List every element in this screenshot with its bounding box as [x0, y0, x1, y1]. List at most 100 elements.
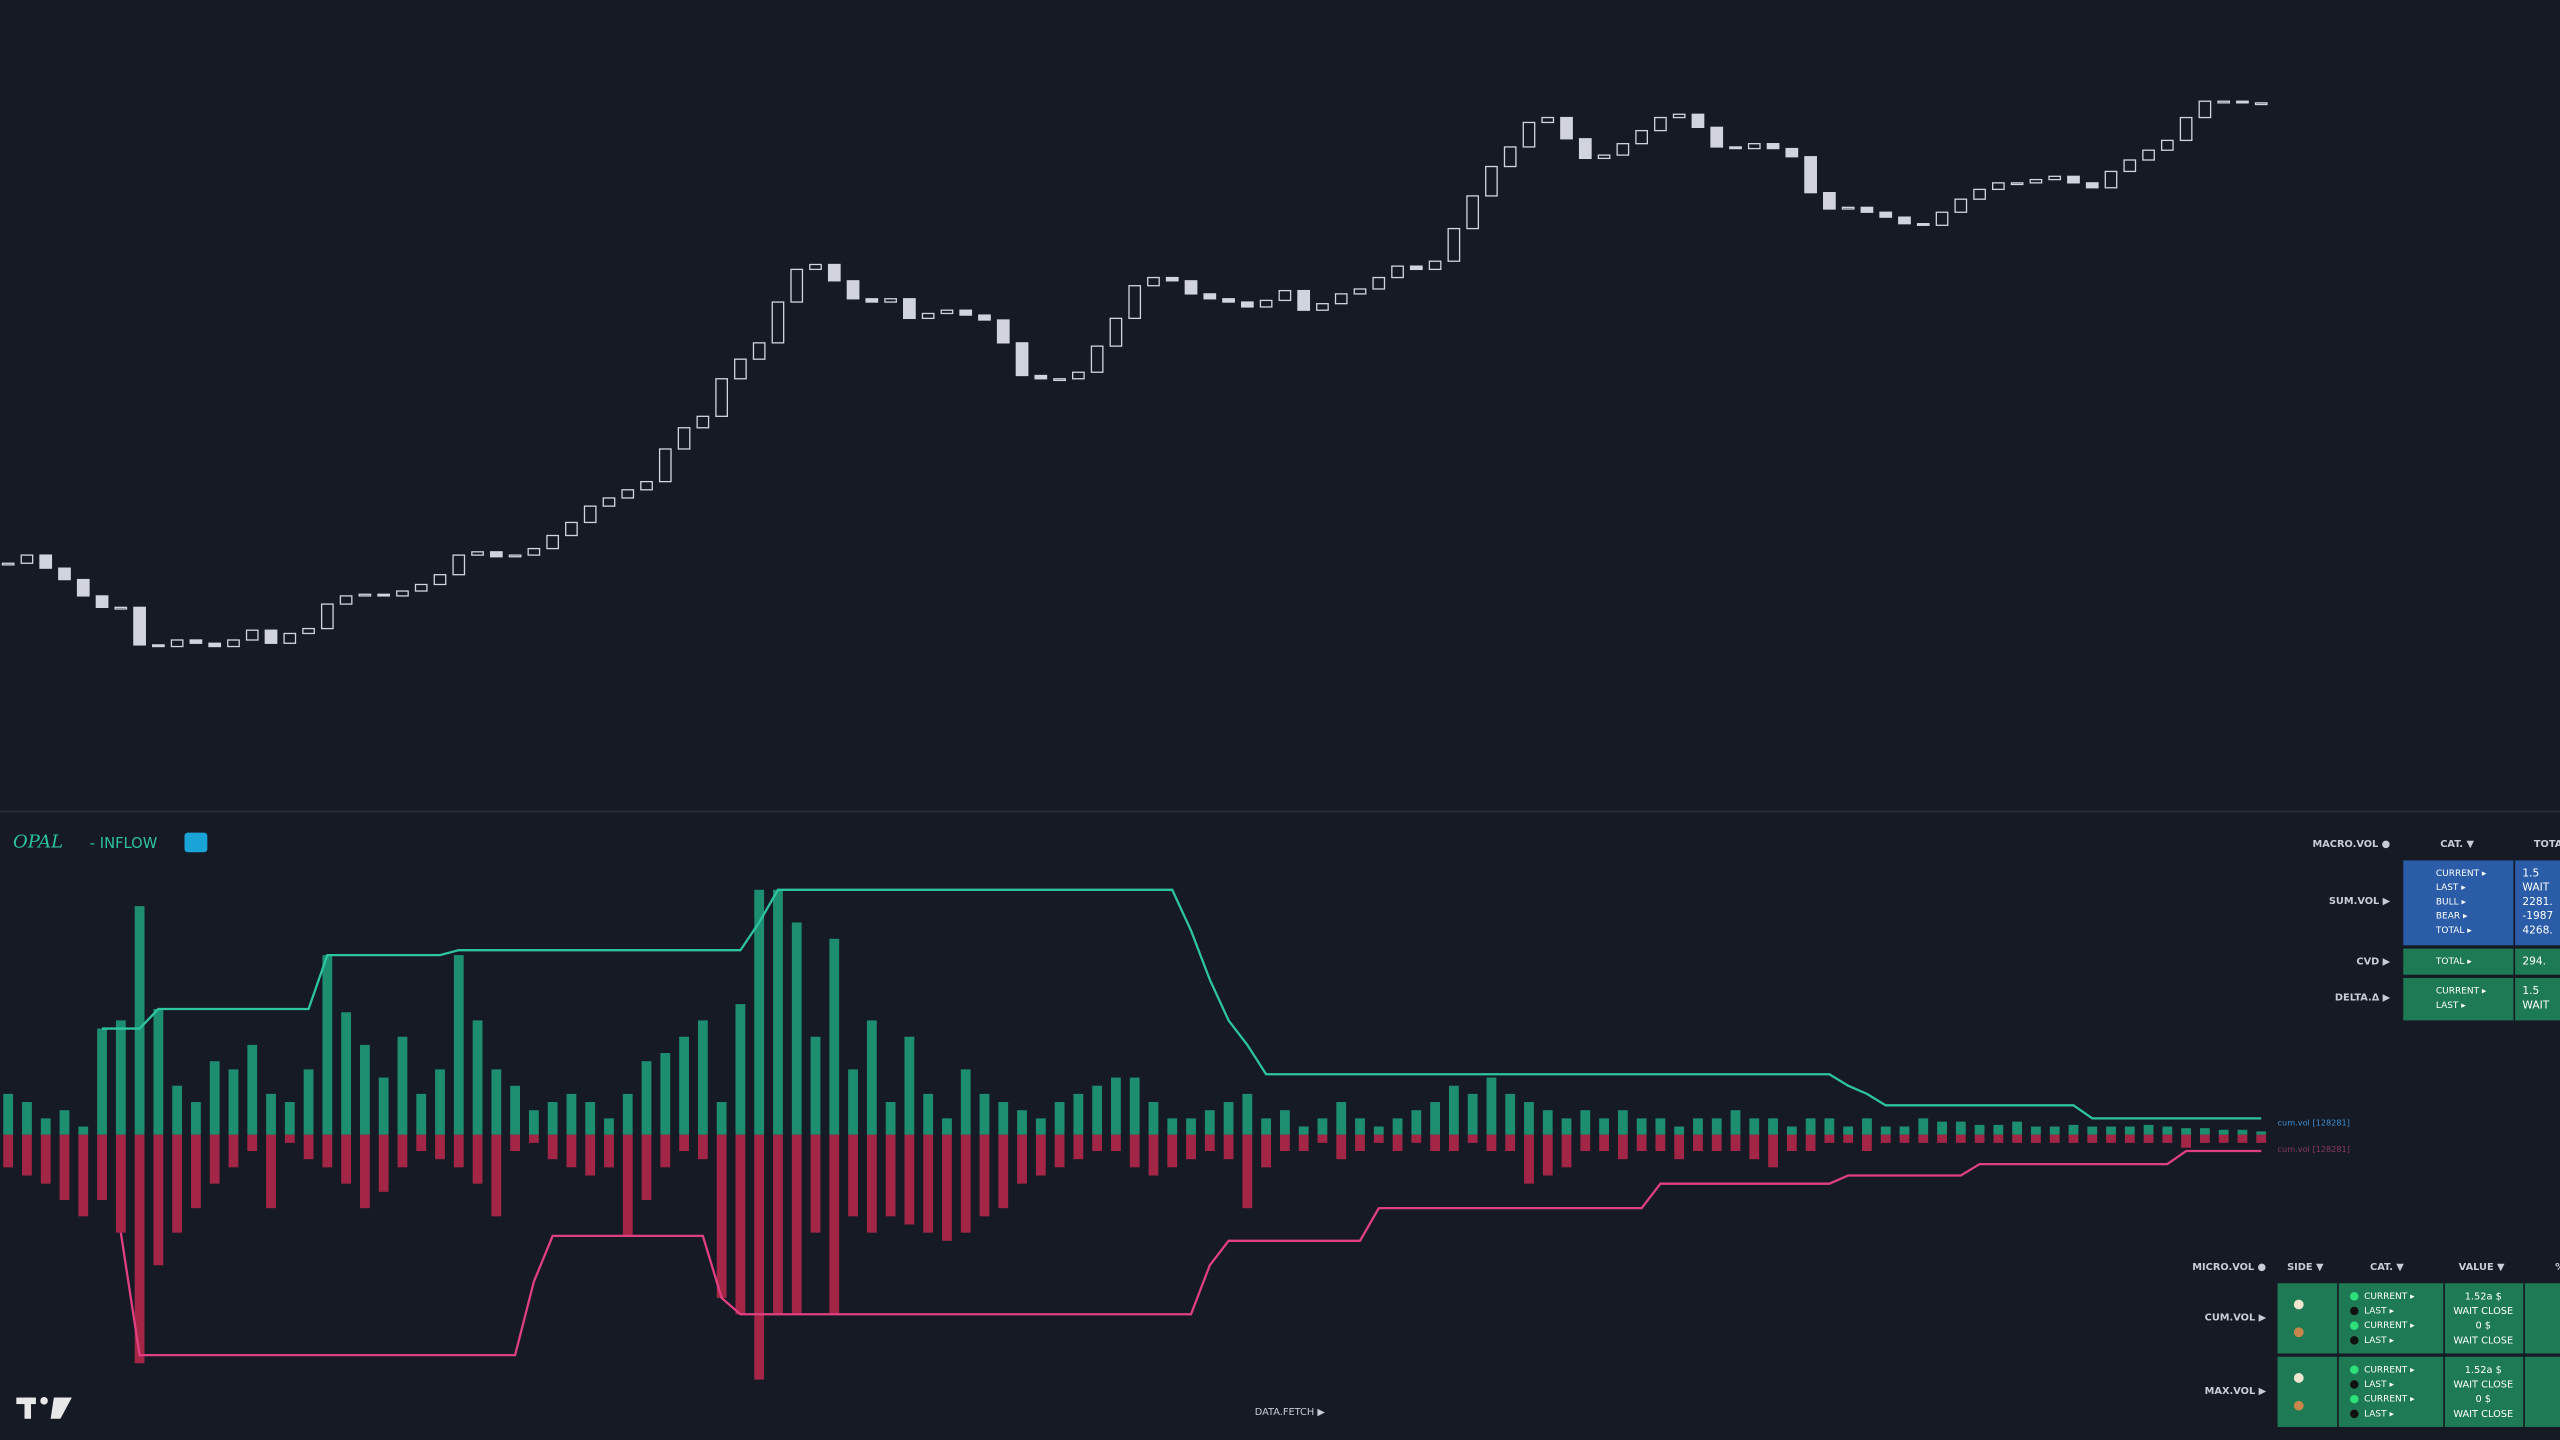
volume-bar — [960, 1069, 971, 1135]
volume-bar — [1749, 1118, 1760, 1135]
volume-bar — [547, 1102, 558, 1135]
volume-bar — [378, 1077, 389, 1135]
candle — [283, 632, 297, 644]
volume-bar — [266, 1134, 276, 1209]
volume-bar — [2181, 1134, 2192, 1148]
volume-bar — [754, 1134, 765, 1380]
volume-bar — [303, 1069, 314, 1135]
volume-bar — [2068, 1134, 2079, 1143]
volume-bar — [1204, 1134, 1215, 1152]
volume-bar — [604, 1134, 614, 1168]
volume-bar — [1880, 1126, 1891, 1135]
volume-bar — [247, 1044, 258, 1135]
category-cell: CURRENT ▸ — [2364, 1395, 2415, 1405]
volume-bar — [1448, 1085, 1459, 1135]
candle — [602, 497, 616, 507]
volume-bar — [59, 1134, 70, 1200]
candle — [1278, 289, 1292, 302]
volume-bar — [998, 1102, 1009, 1135]
candle — [1747, 143, 1761, 150]
candle — [1860, 206, 1874, 213]
candle — [1447, 227, 1461, 262]
volume-bar — [247, 1134, 258, 1152]
side-icon — [2293, 1400, 2304, 1411]
volume-bar — [829, 1134, 840, 1315]
volume-bar — [435, 1134, 445, 1160]
side-icon — [2293, 1373, 2304, 1383]
volume-bar — [2200, 1134, 2210, 1143]
candle — [1654, 116, 1667, 132]
candle — [452, 554, 466, 576]
volume-bar — [153, 1008, 164, 1135]
volume-bar — [2200, 1128, 2210, 1135]
volume-bar — [1899, 1134, 1910, 1143]
indicator-icon[interactable] — [184, 832, 208, 853]
volume-bar — [566, 1093, 577, 1135]
volume-bar — [735, 1004, 746, 1135]
volume-bar — [172, 1085, 183, 1135]
category-cell: BEAR ▸ — [2436, 912, 2468, 922]
volume-bar — [1148, 1134, 1159, 1176]
volume-bar — [191, 1102, 201, 1135]
volume-bar — [1204, 1110, 1215, 1135]
volume-bar — [1617, 1110, 1628, 1135]
volume-bar — [1373, 1126, 1384, 1135]
volume-bar — [115, 1020, 126, 1135]
macro-block — [2403, 977, 2560, 1021]
volume-bar — [22, 1102, 32, 1135]
table-header: MACRO.VOL ● — [2312, 839, 2390, 850]
volume-bar — [153, 1134, 164, 1266]
candle — [1879, 211, 1893, 218]
candle — [1053, 378, 1066, 382]
side-icon — [2293, 1327, 2304, 1338]
value-cell: 0 $ — [2475, 1321, 2491, 1332]
candle — [2029, 178, 2043, 184]
table-header: TOTA — [2534, 839, 2560, 850]
value-cell: 1.52a $ — [2465, 1291, 2502, 1302]
table-header: VALUE ▼ — [2459, 1262, 2505, 1273]
volume-bar — [78, 1134, 89, 1217]
volume-bar — [1768, 1118, 1778, 1135]
volume-bar — [453, 955, 464, 1135]
volume-bar — [97, 1028, 107, 1135]
candle — [1316, 303, 1329, 311]
candle — [1841, 206, 1855, 210]
micro-block — [2277, 1356, 2560, 1427]
volume-bar — [1186, 1118, 1196, 1135]
candle — [1578, 138, 1592, 160]
volume-bar — [2218, 1129, 2229, 1135]
volume-bar — [491, 1069, 502, 1135]
volume-bar — [1843, 1134, 1854, 1143]
status-dot — [2350, 1306, 2359, 1316]
volume-bar — [885, 1134, 896, 1217]
volume-bar — [2049, 1134, 2060, 1143]
volume-bar — [1599, 1134, 1609, 1152]
candle — [1109, 317, 1123, 347]
category-cell: LAST ▸ — [2364, 1336, 2394, 1346]
status-dot — [2350, 1380, 2359, 1389]
candle — [809, 263, 822, 271]
volume-bar — [1017, 1110, 1027, 1135]
candle — [1128, 285, 1142, 320]
micro-block — [2277, 1283, 2560, 1354]
candle — [489, 551, 503, 558]
volume-bar — [1242, 1134, 1253, 1209]
volume-bar — [360, 1044, 370, 1135]
volume-bar — [1674, 1134, 1685, 1160]
volume-bar — [1129, 1077, 1140, 1135]
candle — [884, 298, 897, 303]
volume-bar — [923, 1134, 934, 1233]
candle — [715, 378, 728, 417]
volume-bar — [1298, 1134, 1309, 1152]
volume-bar — [3, 1134, 14, 1168]
candle — [1672, 113, 1686, 119]
volume-bar — [1392, 1118, 1403, 1135]
candle — [302, 627, 315, 635]
volume-bar — [134, 906, 145, 1135]
table-header: SIDE ▼ — [2287, 1262, 2324, 1273]
data-fetch[interactable]: DATA.FETCH ▶ — [1255, 1407, 1326, 1418]
volume-bar — [228, 1134, 239, 1168]
candle — [396, 590, 409, 597]
status-dot — [2350, 1292, 2359, 1301]
